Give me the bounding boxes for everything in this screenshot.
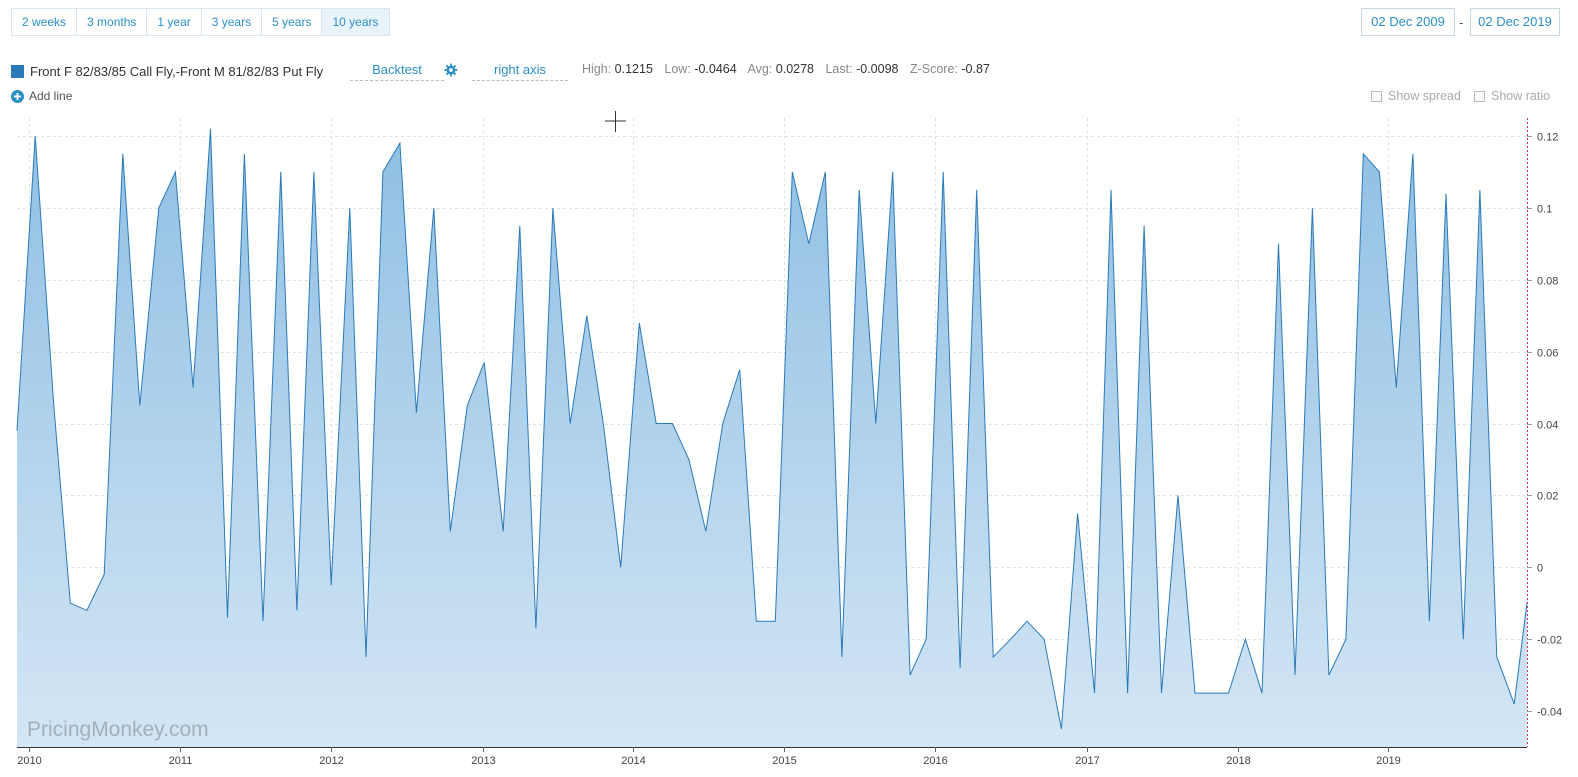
stat-z-value: -0.87 — [961, 62, 990, 76]
add-line-label: Add line — [29, 89, 73, 103]
y-tick-label: -0.04 — [1537, 707, 1562, 719]
stat-avg-value: 0.0278 — [775, 62, 814, 76]
series-area — [17, 128, 1527, 748]
x-tick-label: 2017 — [1075, 755, 1099, 767]
stat-last-value: -0.0098 — [856, 62, 899, 76]
date-separator: - — [1459, 15, 1464, 30]
stat-z-label: Z-Score: — [909, 62, 958, 76]
x-tick-label: 2019 — [1376, 755, 1400, 767]
show-ratio-toggle[interactable]: Show ratio — [1474, 89, 1550, 103]
range-2-weeks-button[interactable]: 2 weeks — [12, 9, 78, 35]
backtest-button[interactable]: Backtest — [350, 62, 444, 81]
series-line — [16, 128, 1528, 730]
y-tick-label: 0 — [1537, 563, 1543, 575]
stat-low-label: Low: — [664, 62, 691, 76]
date-to-input[interactable]: 02 Dec 2019 — [1470, 8, 1560, 36]
x-tick-label: 2012 — [319, 755, 343, 767]
add-line-button[interactable]: Add line — [11, 89, 72, 103]
stat-high-label: High: — [582, 62, 612, 76]
stat-last-label: Last: — [825, 62, 853, 76]
series-label: Front F 82/83/85 Call Fly,-Front M 81/82… — [30, 63, 324, 79]
show-spread-label: Show spread — [1388, 89, 1461, 103]
range-3-months-button[interactable]: 3 months — [77, 9, 148, 35]
range-3-years-button[interactable]: 3 years — [201, 9, 263, 35]
axis-select[interactable]: right axis — [472, 62, 568, 81]
series-swatch — [11, 64, 24, 78]
range-10-years-button[interactable]: 10 years — [322, 9, 389, 35]
x-tick-label: 2010 — [17, 755, 41, 767]
x-tick-label: 2014 — [621, 755, 645, 767]
y-axis: 0.12 0.1 0.08 0.06 0.04 0.02 0 -0.02 -0.04 — [1527, 118, 1562, 747]
x-axis: 2010 2011 2012 2013 2014 2015 2016 2017 2018 2019 — [17, 747, 1527, 767]
y-tick-label: 0.02 — [1537, 491, 1558, 503]
range-1-year-button[interactable]: 1 year — [147, 9, 202, 35]
x-tick-label: 2013 — [471, 755, 495, 767]
y-tick-label: 0.04 — [1537, 420, 1558, 432]
x-tick-label: 2016 — [923, 755, 947, 767]
y-tick-label: 0.06 — [1537, 348, 1558, 360]
show-spread-toggle[interactable]: Show spread — [1371, 89, 1461, 103]
watermark: PricingMonkey.com — [27, 718, 209, 741]
gear-icon[interactable] — [444, 63, 458, 77]
series-stats: High: 0.1215 Low: -0.0464 Avg: 0.0278 La… — [582, 62, 998, 76]
x-tick-label: 2018 — [1226, 755, 1250, 767]
show-spread-checkbox[interactable] — [1371, 90, 1382, 102]
date-from-input[interactable]: 02 Dec 2009 — [1361, 8, 1455, 36]
range-selector: 2 weeks 3 months 1 year 3 years 5 years … — [11, 8, 390, 36]
stat-high-value: 0.1215 — [614, 62, 653, 76]
show-ratio-label: Show ratio — [1491, 89, 1551, 103]
y-tick-label: 0.12 — [1537, 132, 1558, 144]
y-tick-label: 0.08 — [1537, 276, 1558, 288]
y-tick-label: 0.1 — [1537, 204, 1552, 216]
crosshair-icon — [605, 111, 626, 132]
show-ratio-checkbox[interactable] — [1474, 90, 1485, 102]
x-tick-label: 2011 — [169, 755, 193, 767]
x-tick-label: 2015 — [772, 755, 796, 767]
plus-circle-icon — [11, 89, 24, 103]
y-tick-label: -0.02 — [1537, 635, 1562, 647]
stat-low-value: -0.0464 — [694, 62, 737, 76]
range-5-years-button[interactable]: 5 years — [262, 9, 323, 35]
stat-avg-label: Avg: — [747, 62, 773, 76]
series-legend[interactable]: Front F 82/83/85 Call Fly,-Front M 81/82… — [11, 62, 323, 80]
